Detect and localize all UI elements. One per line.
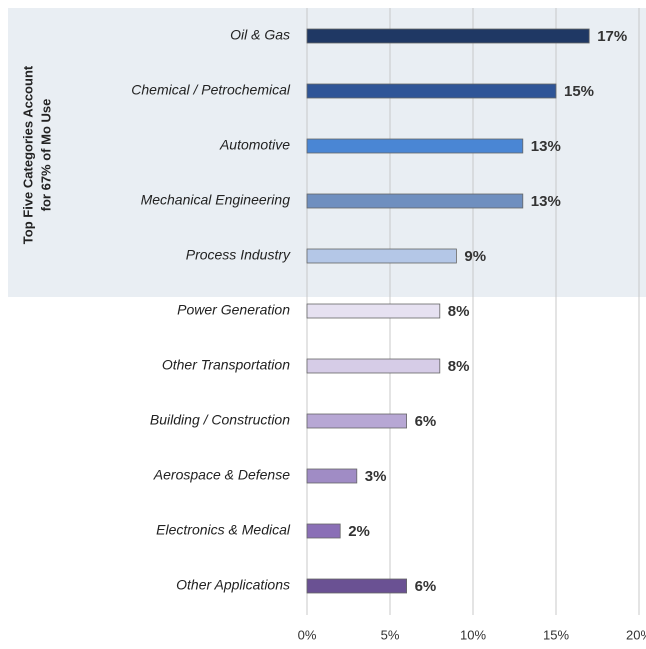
value-label: 3% [365,468,387,485]
category-label: Process Industry [186,247,291,263]
bar [306,138,524,154]
x-tick-label: 15% [543,627,569,642]
category-label: Aerospace & Defense [153,467,290,483]
side-label-line: for 67% of Mo Use [38,99,53,212]
category-label: Electronics & Medical [156,522,291,538]
side-label-line: Top Five Categories Account [20,65,35,244]
category-label: Automotive [219,137,290,153]
value-label: 13% [531,138,561,155]
category-label: Other Applications [176,577,290,593]
category-label: Building / Construction [150,412,290,428]
category-label: Oil & Gas [230,27,290,43]
x-tick-label: 20% [626,627,646,642]
value-label: 13% [531,193,561,210]
bar [306,248,457,264]
x-tick-label: 0% [298,627,317,642]
bar [306,468,358,484]
value-label: 17% [597,28,627,45]
x-tick-label: 5% [381,627,400,642]
value-label: 2% [348,523,370,540]
bar [306,303,441,319]
bar [306,83,557,99]
value-label: 6% [415,413,437,430]
category-label: Power Generation [177,302,290,318]
category-label: Mechanical Engineering [141,192,291,208]
bar [306,193,524,209]
bar [306,358,441,374]
x-tick-label: 10% [460,627,486,642]
value-label: 9% [464,248,486,265]
value-label: 8% [448,358,470,375]
bar [306,523,341,539]
category-label: Other Transportation [162,357,290,373]
bar [306,28,590,44]
bar [306,413,407,429]
value-label: 6% [415,578,437,595]
side-label: Top Five Categories Account for 67% of M… [20,65,53,244]
bar [306,578,407,594]
category-label: Chemical / Petrochemical [131,82,291,98]
value-label: 8% [448,303,470,320]
value-label: 15% [564,83,594,100]
